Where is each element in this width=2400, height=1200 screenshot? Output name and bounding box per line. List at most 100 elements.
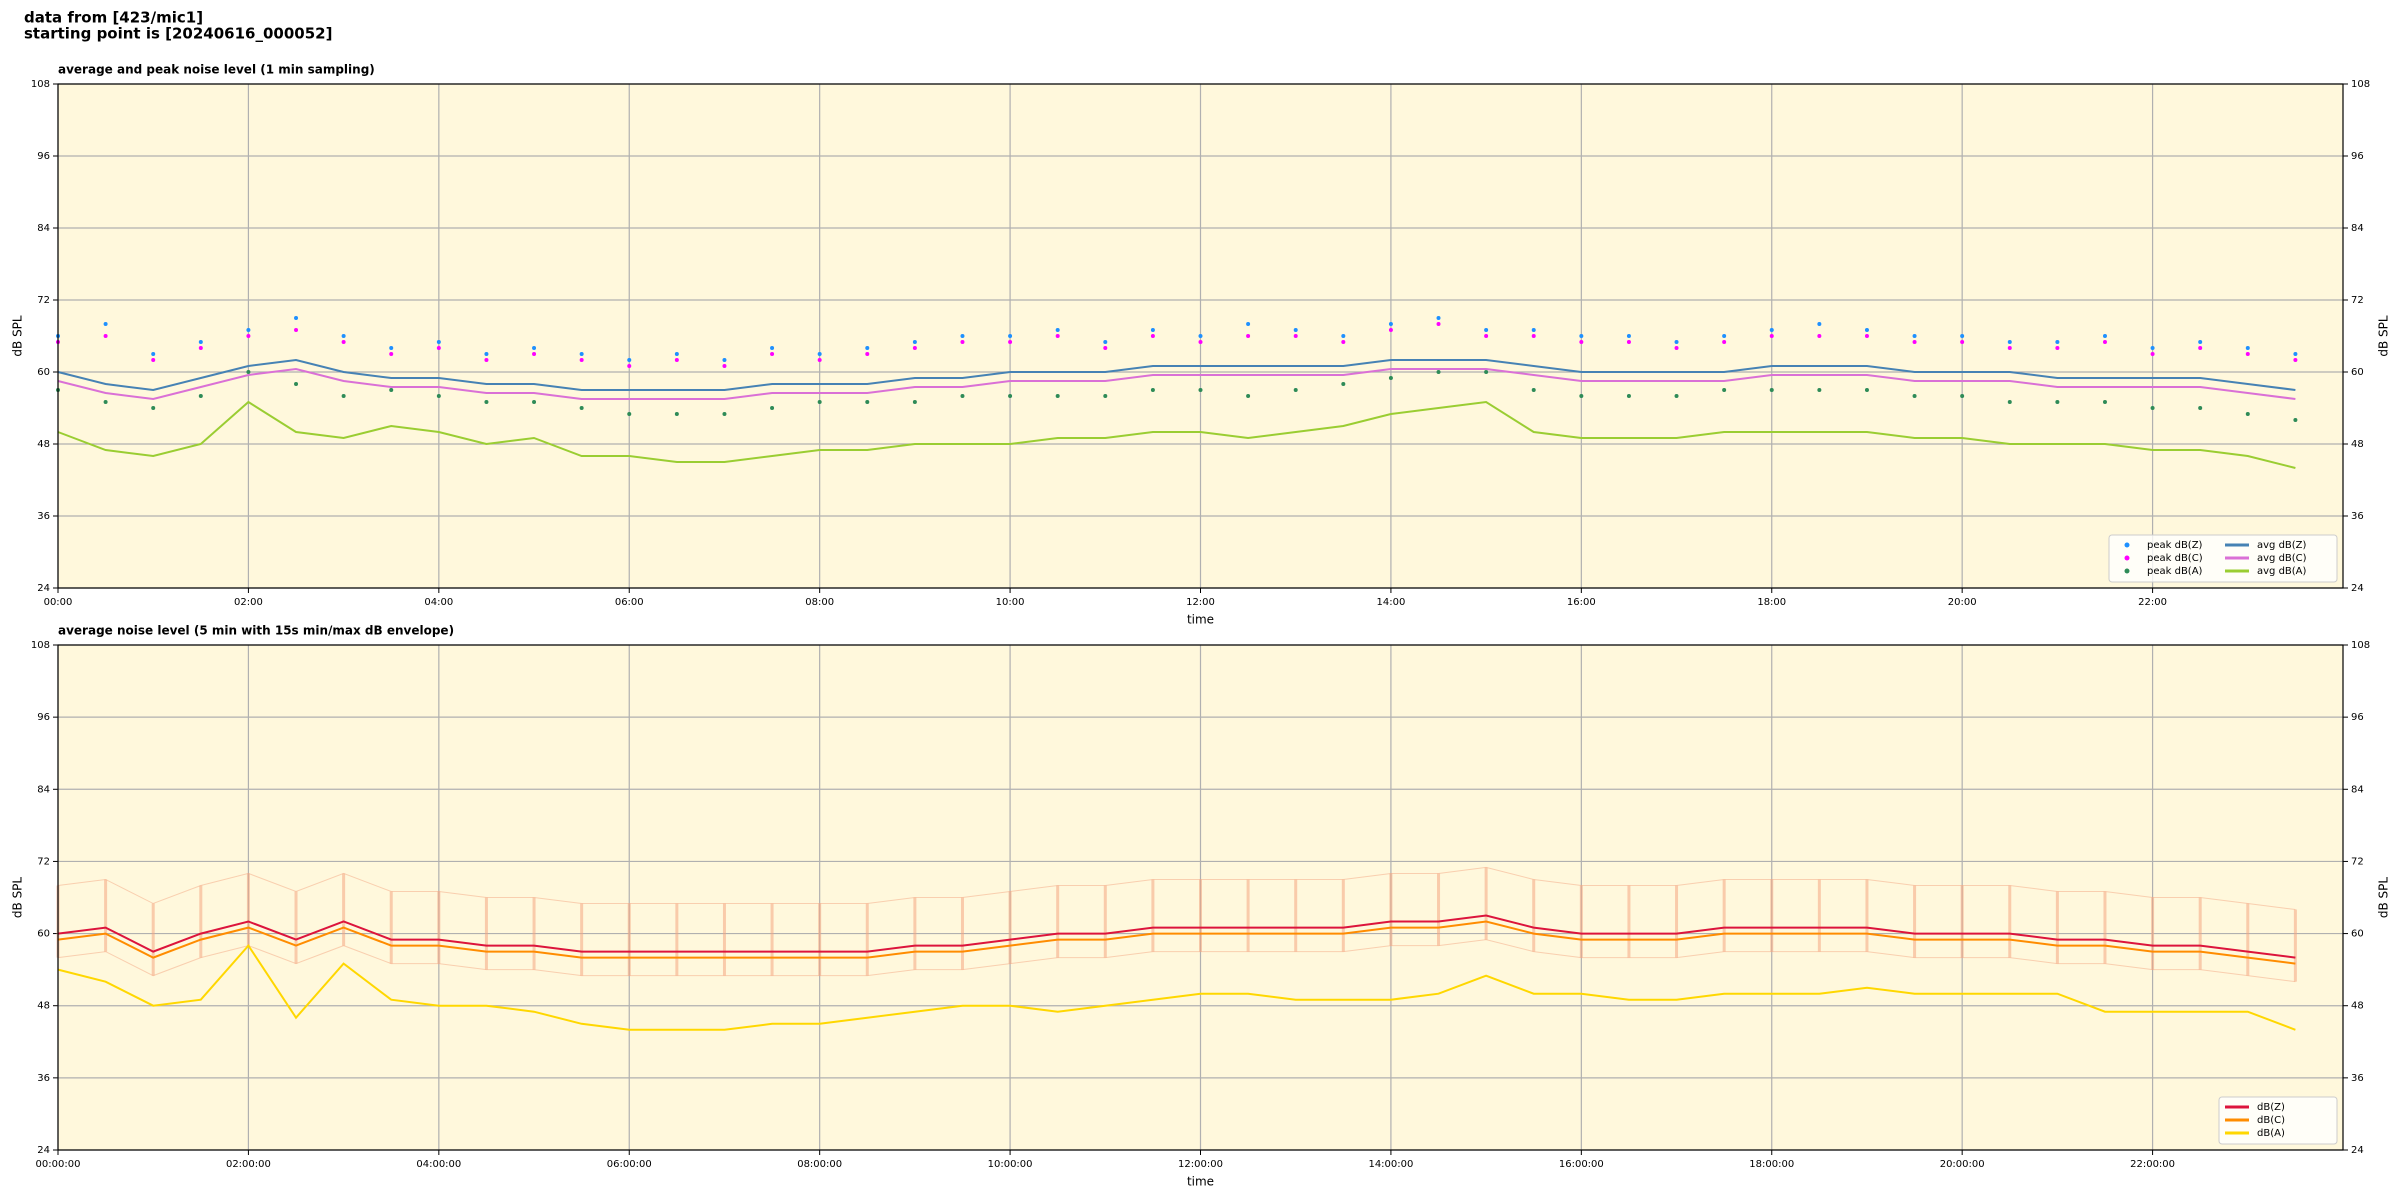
peak-dot <box>1960 394 1965 398</box>
peak-dot <box>198 346 203 350</box>
peak-dot <box>1722 334 1727 338</box>
peak-dot <box>1341 334 1346 338</box>
peak-dot <box>1531 328 1536 332</box>
peak-dot <box>1198 340 1203 344</box>
x-axis-label: time <box>1187 613 1214 627</box>
peak-dot <box>2007 346 2012 350</box>
peak-dot <box>1436 370 1441 374</box>
y-tick-label-right: 96 <box>2351 151 2364 162</box>
peak-dot <box>532 400 537 404</box>
peak-dot <box>1674 340 1679 344</box>
peak-dot <box>722 358 727 362</box>
peak-dot <box>1436 316 1441 320</box>
peak-dot <box>1341 340 1346 344</box>
x-tick-label: 22:00:00 <box>2130 1159 2175 1170</box>
peak-dot <box>198 394 203 398</box>
peak-dot <box>1960 334 1965 338</box>
y-tick-label: 108 <box>31 640 50 651</box>
peak-dot <box>341 340 346 344</box>
y-tick-label-right: 72 <box>2351 295 2364 306</box>
peak-dot <box>1246 334 1251 338</box>
x-tick-label: 12:00 <box>1186 597 1215 608</box>
peak-dot <box>912 400 917 404</box>
chart-title: average and peak noise level (1 min samp… <box>58 63 375 77</box>
peak-dot <box>770 346 775 350</box>
peak-dot <box>532 346 537 350</box>
peak-dot <box>151 352 156 356</box>
peak-dot <box>532 352 537 356</box>
x-tick-label: 18:00:00 <box>1749 1159 1794 1170</box>
peak-dot <box>1008 394 1013 398</box>
y-tick-label: 48 <box>37 439 50 450</box>
peak-dot <box>1722 340 1727 344</box>
peak-dot <box>2245 412 2250 416</box>
peak-dot <box>960 394 965 398</box>
series-line <box>57 400 2296 469</box>
peak-dot <box>2198 340 2203 344</box>
series-line <box>57 367 2296 401</box>
legend-label: dB(C) <box>2257 1115 2285 1126</box>
peak-dot <box>436 340 441 344</box>
peak-dot <box>1484 328 1489 332</box>
y-tick-label-right: 60 <box>2351 929 2364 940</box>
y-axis-label: dB SPL <box>11 877 25 919</box>
y-tick-label: 36 <box>37 1073 50 1084</box>
peak-dot <box>2150 352 2155 356</box>
peak-dot <box>2293 358 2298 362</box>
legend-swatch <box>2124 568 2130 574</box>
x-tick-label: 06:00 <box>615 597 644 608</box>
y-tick-label: 72 <box>37 295 50 306</box>
y-tick-label: 84 <box>37 223 50 234</box>
y-axis-label-right: dB SPL <box>2377 877 2391 919</box>
x-tick-label: 22:00 <box>2138 597 2167 608</box>
peak-dot <box>1864 328 1869 332</box>
peak-dot <box>579 406 584 410</box>
peak-dot <box>294 316 299 320</box>
legend-label: avg dB(C) <box>2257 553 2307 564</box>
peak-dot <box>1674 346 1679 350</box>
y-tick-label-right: 24 <box>2351 1145 2364 1156</box>
peak-dot <box>1103 340 1108 344</box>
peak-dot <box>2198 406 2203 410</box>
legend-label: avg dB(Z) <box>2257 540 2307 551</box>
peak-dot <box>1055 334 1060 338</box>
y-tick-label-right: 84 <box>2351 223 2364 234</box>
legend-swatch <box>2124 555 2130 561</box>
y-tick-label-right: 84 <box>2351 784 2364 795</box>
peak-dot <box>865 346 870 350</box>
peak-dot <box>1769 388 1774 392</box>
peak-dot <box>1293 388 1298 392</box>
peak-dot <box>1103 346 1108 350</box>
peak-dot <box>1484 370 1489 374</box>
header-line: data from [423/mic1] <box>24 9 203 27</box>
peak-dot <box>817 400 822 404</box>
y-tick-label: 48 <box>37 1001 50 1012</box>
peak-dot <box>1531 334 1536 338</box>
peak-dot <box>389 388 394 392</box>
x-tick-label: 08:00 <box>805 597 834 608</box>
peak-dot <box>2055 346 2060 350</box>
y-tick-label-right: 72 <box>2351 856 2364 867</box>
peak-dot <box>1388 322 1393 326</box>
legend-label: peak dB(Z) <box>2147 540 2203 551</box>
peak-dot <box>2102 340 2107 344</box>
peak-dot <box>579 358 584 362</box>
peak-dot <box>817 352 822 356</box>
x-tick-label: 14:00:00 <box>1368 1159 1413 1170</box>
peak-dot <box>1864 388 1869 392</box>
peak-dot <box>960 340 965 344</box>
peak-dot <box>1817 388 1822 392</box>
peak-dot <box>865 400 870 404</box>
series-line <box>57 920 2296 965</box>
peak-dot <box>674 358 679 362</box>
peak-dot <box>484 358 489 362</box>
y-tick-label-right: 36 <box>2351 1073 2364 1084</box>
legend-label: peak dB(C) <box>2147 553 2203 564</box>
x-tick-label: 10:00 <box>996 597 1025 608</box>
x-tick-label: 20:00 <box>1948 597 1977 608</box>
legend-label: avg dB(A) <box>2257 566 2307 577</box>
y-tick-label-right: 24 <box>2351 583 2364 594</box>
peak-dot <box>865 352 870 356</box>
y-tick-label-right: 108 <box>2351 640 2370 651</box>
